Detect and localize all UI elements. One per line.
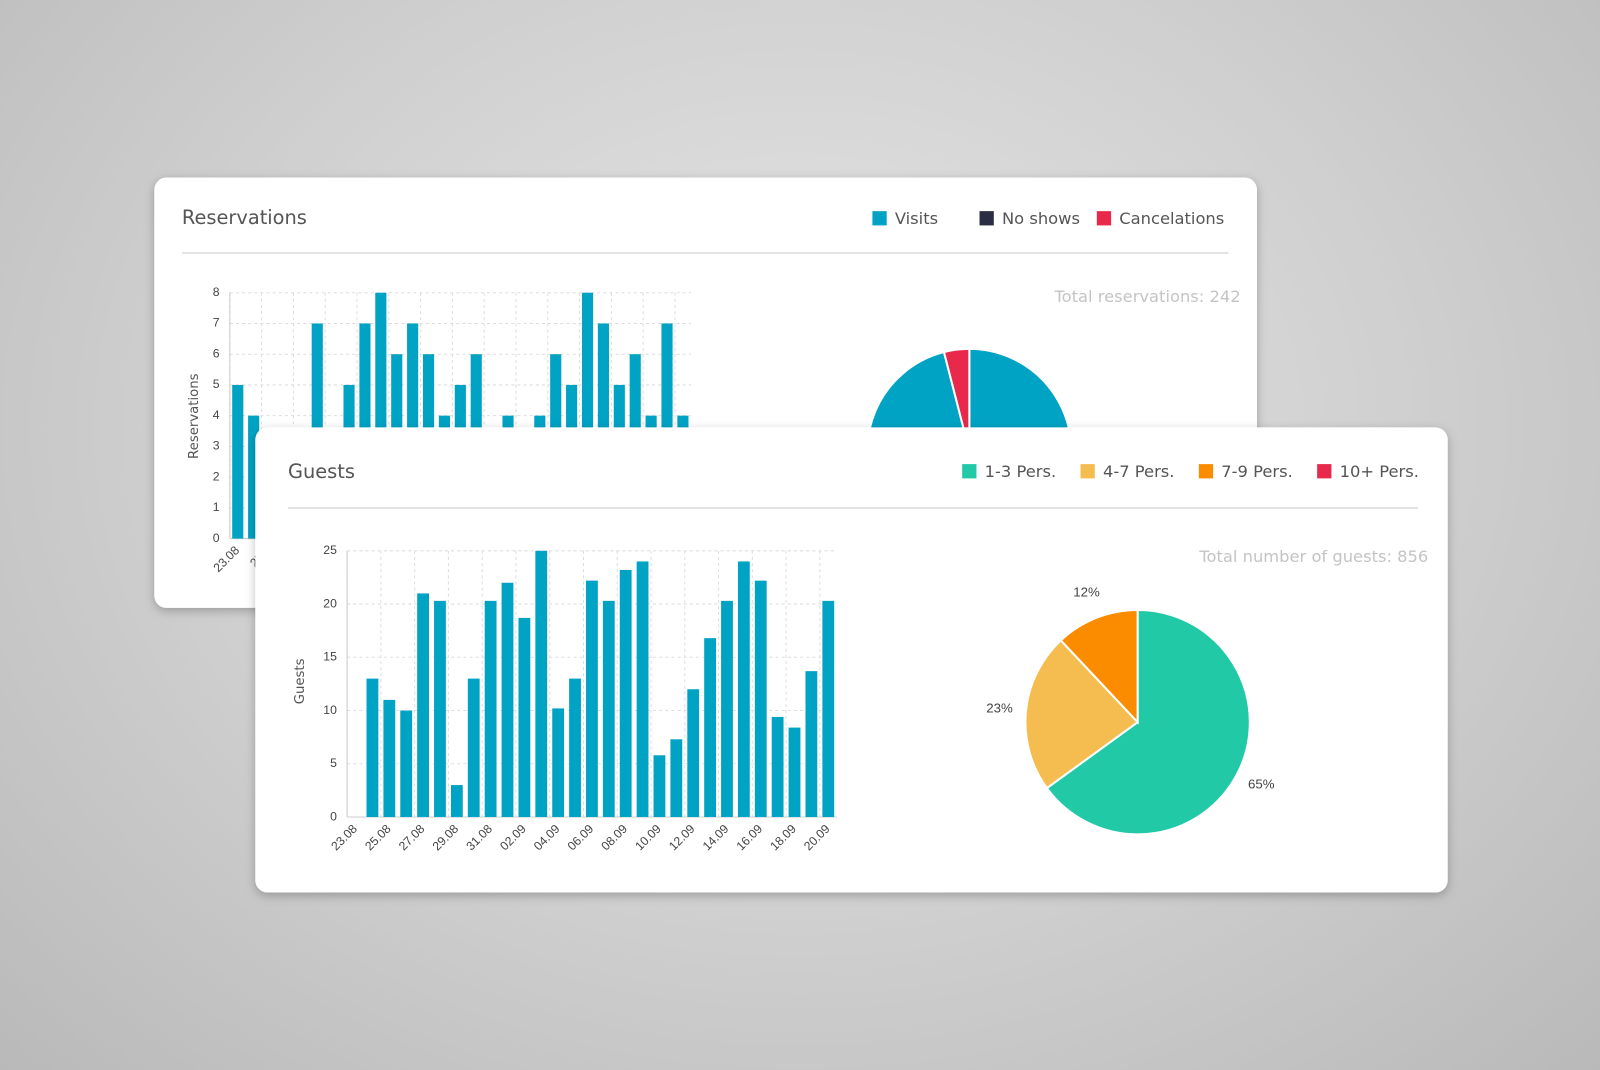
pie-slice <box>1024 638 1140 790</box>
bar <box>501 582 514 818</box>
legend-label: 1-3 Pers. <box>985 462 1057 481</box>
bar <box>581 292 594 539</box>
bar <box>670 739 683 818</box>
bar <box>535 550 548 818</box>
bar <box>619 569 632 818</box>
legend-swatch <box>1198 464 1214 479</box>
card-title: Reservations <box>182 206 307 229</box>
y-tick-label: 8 <box>213 285 220 299</box>
y-tick-label: 0 <box>213 531 220 545</box>
bar <box>400 710 413 818</box>
total-label: Total reservations: <box>1054 286 1205 305</box>
bar <box>569 678 581 818</box>
bar <box>586 580 598 818</box>
bar <box>434 600 446 818</box>
bar <box>805 671 818 818</box>
legend-label: 10+ Pers. <box>1340 462 1419 481</box>
total-label: Total number of guests: <box>1198 546 1392 565</box>
bar <box>518 617 531 818</box>
y-tick-label: 15 <box>323 650 337 664</box>
y-tick-label: 5 <box>330 756 337 770</box>
bar <box>383 699 396 818</box>
pie-label: 65% <box>1248 777 1275 792</box>
bar <box>232 384 244 539</box>
bar <box>467 678 480 818</box>
y-tick-label: 1 <box>213 500 220 514</box>
y-tick-label: 6 <box>213 346 220 360</box>
legend-label: Visits <box>895 209 938 228</box>
total: Total number of guests: 856 <box>1198 546 1428 565</box>
total-value: 242 <box>1210 286 1241 305</box>
bar <box>754 580 767 818</box>
legend-swatch <box>1080 464 1095 479</box>
bar <box>771 716 784 818</box>
pie-slice <box>1059 608 1139 725</box>
bar <box>484 600 497 818</box>
y-tick-label: 20 <box>323 596 337 610</box>
legend-swatch <box>979 211 994 226</box>
pie-slice <box>942 347 971 452</box>
bar <box>248 415 260 539</box>
y-tick-label: 3 <box>213 439 220 453</box>
bar <box>417 593 429 818</box>
bar <box>721 600 733 818</box>
card-title: Guests <box>288 460 355 483</box>
legend-swatch <box>962 464 977 479</box>
legend-swatch <box>1317 464 1332 479</box>
bar <box>636 561 649 818</box>
legend-label: 4-7 Pers. <box>1103 462 1175 481</box>
y-tick-label: 25 <box>323 543 337 557</box>
y-tick-label: 0 <box>330 809 337 823</box>
bar <box>822 600 835 818</box>
legend-swatch <box>1096 211 1112 226</box>
y-axis-title: Guests <box>293 658 308 704</box>
y-tick-label: 2 <box>213 469 220 483</box>
bar <box>687 689 700 818</box>
legend-swatch <box>872 211 887 226</box>
y-axis-title: Reservations <box>187 373 202 459</box>
pie-slice <box>1045 608 1251 836</box>
bar <box>450 785 463 818</box>
bar <box>552 708 565 818</box>
y-tick-label: 10 <box>323 703 337 717</box>
bar <box>788 727 801 818</box>
y-tick-label: 5 <box>213 377 220 391</box>
bar <box>375 292 387 539</box>
bar <box>602 600 615 818</box>
bar <box>366 678 379 818</box>
legend-label: Cancelations <box>1119 209 1224 228</box>
legend-label: No shows <box>1002 209 1080 228</box>
y-tick-label: 4 <box>213 408 220 422</box>
bar <box>704 638 717 818</box>
pie-label: 23% <box>986 701 1013 716</box>
bar <box>653 755 666 818</box>
total-value: 856 <box>1397 546 1428 565</box>
legend-label: 7-9 Pers. <box>1221 462 1293 481</box>
pie-label: 12% <box>1073 585 1100 600</box>
total: Total reservations: 242 <box>1054 286 1241 305</box>
y-tick-label: 7 <box>213 316 220 330</box>
bar <box>737 561 750 818</box>
card: Guests 1-3 Pers. 4-7 Pers. 7-9 Pers. 10+ Per… <box>255 427 1448 893</box>
